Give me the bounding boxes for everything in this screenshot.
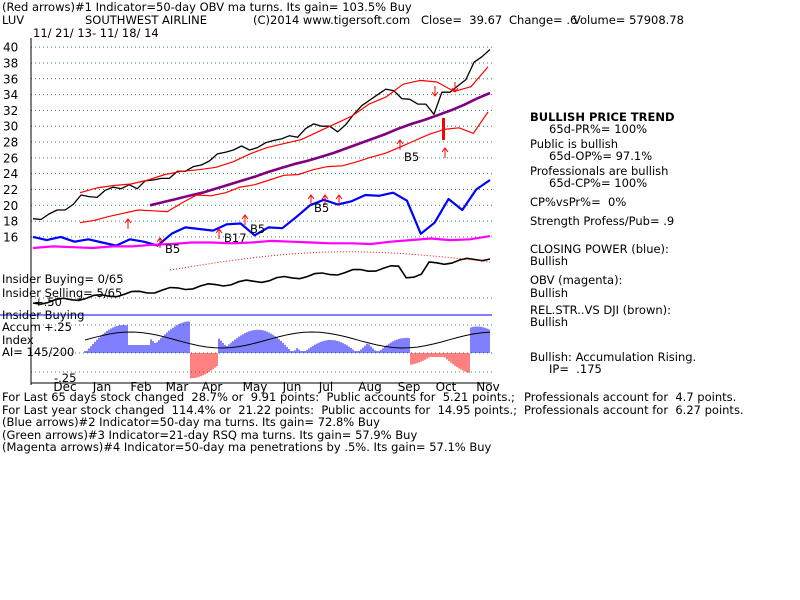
y-tick-label: 22 bbox=[3, 183, 18, 197]
series-line bbox=[32, 49, 491, 221]
date-range: 11/ 21/ 13- 11/ 18/ 14 bbox=[33, 26, 159, 40]
trend-title: BULLISH PRICE TREND bbox=[530, 110, 675, 124]
x-tick-label: Mar bbox=[166, 380, 189, 394]
b5-label: B5 bbox=[404, 150, 420, 164]
y-tick-label: 28 bbox=[3, 136, 18, 150]
price-grid bbox=[31, 46, 492, 238]
signal-arrow-head bbox=[241, 214, 249, 220]
relstr-label: REL.STR..VS DJI (brown): bbox=[530, 303, 672, 317]
b17-label: B17 bbox=[224, 231, 247, 245]
series-line bbox=[32, 179, 491, 247]
series-line bbox=[79, 66, 489, 194]
y-tick-label: 40 bbox=[3, 41, 18, 55]
indicator-lines bbox=[32, 251, 491, 306]
footer-year: For Last year stock changed 114.4% or 21… bbox=[2, 403, 518, 417]
x-tick-label: Jan bbox=[92, 380, 112, 394]
company-name: SOUTHWEST AIRLINE bbox=[85, 13, 207, 27]
series-layer bbox=[32, 49, 491, 250]
y-tick-label: 30 bbox=[3, 120, 18, 134]
y-tick-label: 32 bbox=[3, 104, 18, 118]
accumulation-histogram bbox=[84, 321, 491, 379]
accum-label: Accum bbox=[2, 320, 41, 334]
y-tick-label: 18 bbox=[3, 215, 18, 229]
insider-buying-ratio: Insider Buying= 0/65 bbox=[2, 272, 124, 286]
insider-selling-ratio: Insider Selling= 5/65 bbox=[2, 286, 123, 300]
relstr-status: Bullish bbox=[530, 315, 569, 329]
plus-25-label: +.25 bbox=[44, 320, 72, 334]
x-tick-label: Feb bbox=[130, 380, 151, 394]
signal-arrow-head bbox=[451, 87, 459, 93]
cp-ma-line bbox=[169, 251, 491, 271]
accum-rising: Bullish: Accumulation Rising. bbox=[530, 350, 697, 364]
strength-ratio: Strength Profess/Pub= .9 bbox=[530, 214, 675, 228]
x-tick-label: Dec bbox=[53, 380, 76, 394]
x-tick-label: Sep bbox=[398, 380, 421, 394]
ticker-symbol: LUV bbox=[2, 13, 25, 27]
indicator-2-line: (Blue arrows)#2 Indicator=50-day ma turn… bbox=[2, 415, 380, 429]
close-value: Close= 39.67 bbox=[421, 13, 503, 27]
series-line bbox=[32, 235, 491, 250]
op-value: 65d-OP%= 97.1% bbox=[549, 149, 653, 163]
signal-arrow-head bbox=[321, 194, 329, 200]
copyright: (C)2014 www.tigersoft.com bbox=[253, 13, 411, 27]
plus-50-label: +.50 bbox=[34, 295, 62, 309]
signal-arrows bbox=[124, 82, 459, 248]
b5-label: B5 bbox=[165, 242, 181, 256]
index-label: Index bbox=[2, 333, 34, 347]
accum-ma-line bbox=[84, 331, 491, 349]
closing-power-label: CLOSING POWER (blue): bbox=[530, 242, 669, 256]
x-tick-label: Aug bbox=[358, 380, 381, 394]
y-tick-label: 38 bbox=[3, 56, 18, 70]
signal-arrow-head bbox=[441, 147, 449, 153]
pr-value: 65d-PR%= 100% bbox=[549, 122, 648, 136]
series-line bbox=[79, 111, 489, 224]
y-tick-label: 26 bbox=[3, 151, 18, 165]
y-tick-label: 34 bbox=[3, 88, 18, 102]
x-axis: Dec Jan Feb Mar Apr May Jun Jul Aug Sep Oct Nov bbox=[53, 380, 499, 394]
x-tick-label: Jul bbox=[318, 380, 333, 394]
signal-arrow-head bbox=[215, 228, 223, 234]
y-tick-label: 24 bbox=[3, 167, 18, 181]
x-tick-label: Jun bbox=[282, 380, 302, 394]
y-tick-label: 16 bbox=[3, 230, 18, 244]
insider-buying-label: Insider Buying bbox=[2, 308, 85, 322]
footer-year-pros: Professionals account for 6.27 points. bbox=[524, 403, 744, 417]
y-tick-label: 36 bbox=[3, 72, 18, 86]
footer-65day-pros: Professionals account for 4.7 points. bbox=[524, 390, 737, 404]
signal-arrow-head bbox=[335, 194, 343, 200]
x-tick-label: Nov bbox=[476, 380, 499, 394]
series-line bbox=[149, 91, 491, 207]
closing-power-status: Bullish bbox=[530, 254, 569, 268]
volume-value: Volume= 57908.78 bbox=[573, 13, 684, 27]
obv-label: OBV (magenta): bbox=[530, 273, 623, 287]
x-tick-label: Oct bbox=[436, 380, 457, 394]
x-tick-label: May bbox=[243, 380, 268, 394]
signal-arrow-head bbox=[124, 218, 132, 224]
signal-arrow-head bbox=[431, 91, 439, 97]
indicator-3-line: (Green arrows)#3 Indicator=21-day RSQ ma… bbox=[2, 428, 418, 442]
indicator-1-line: (Red arrows)#1 Indicator=50-day OBV ma t… bbox=[2, 0, 412, 14]
signal-arrow-head bbox=[307, 194, 315, 200]
signal-bar bbox=[442, 118, 445, 140]
b5-label: B5 bbox=[314, 201, 330, 215]
pros-status: Professionals are bullish bbox=[530, 164, 669, 178]
cp-value: 65d-CP%= 100% bbox=[549, 176, 648, 190]
obv-status: Bullish bbox=[530, 286, 569, 300]
change-value: Change= .6 bbox=[509, 13, 578, 27]
relative-strength-line bbox=[32, 257, 491, 306]
ai-value: AI= 145/200 bbox=[2, 345, 75, 359]
ip-value: IP= .175 bbox=[549, 362, 602, 376]
cp-vs-pr: CP%vsPr%= 0% bbox=[530, 195, 627, 209]
public-status: Public is bullish bbox=[530, 137, 618, 151]
indicator-4-line: (Magenta arrows)#4 Indicator=50-day ma p… bbox=[2, 440, 492, 454]
minus-25-label: -.25 bbox=[54, 371, 77, 385]
footer-65day: For Last 65 days stock changed 28.7% or … bbox=[2, 390, 515, 404]
b5-label: B5 bbox=[250, 222, 266, 236]
signal-arrow-head bbox=[396, 139, 404, 145]
x-tick-label: Apr bbox=[202, 380, 223, 394]
signal-arrow-head bbox=[156, 237, 164, 243]
y-tick-label: 20 bbox=[3, 199, 18, 213]
